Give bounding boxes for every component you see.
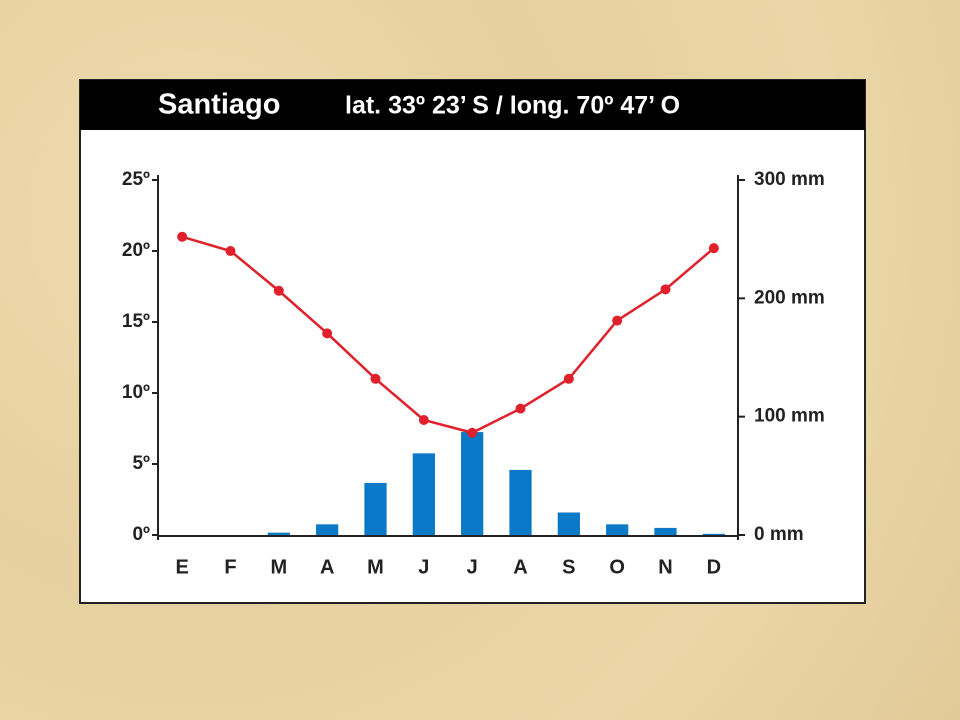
bar — [509, 469, 532, 535]
chart-title: Santiago — [158, 89, 280, 121]
y-tick-label: 15º — [122, 311, 150, 332]
bar — [267, 532, 290, 535]
point — [612, 315, 623, 326]
x-tick-label: O — [609, 556, 625, 578]
x-tick-label: A — [513, 556, 527, 578]
x-tick-label: M — [367, 556, 384, 578]
bar — [412, 453, 435, 535]
point — [418, 414, 429, 425]
bar — [557, 512, 580, 535]
point — [177, 231, 188, 242]
point — [273, 285, 284, 296]
y-tick-label: 5º — [132, 453, 150, 474]
point — [563, 373, 574, 384]
x-tick-label: M — [270, 556, 287, 578]
y-tick-label: 0º — [132, 524, 150, 545]
y2-tick-label: 100 mm — [754, 406, 825, 427]
line — [181, 235, 715, 435]
x-tick-label: J — [418, 556, 429, 578]
x-tick-label: J — [467, 556, 478, 578]
bar — [702, 533, 725, 535]
bar — [364, 482, 387, 535]
y2-tick-label: 300 mm — [754, 169, 825, 190]
point — [322, 328, 333, 339]
bar — [606, 524, 629, 535]
bar — [461, 432, 484, 535]
x-tick-label: E — [175, 556, 188, 578]
bar — [316, 524, 339, 535]
point — [225, 246, 236, 256]
x-tick-label: D — [707, 556, 721, 578]
y-tick-label: 25º — [122, 169, 150, 190]
point — [370, 373, 381, 384]
point — [660, 284, 671, 295]
x-tick-label: S — [562, 556, 575, 578]
point — [515, 403, 526, 414]
chart-subtitle: lat. 33º 23’ S / long. 70º 47’ O — [345, 92, 680, 120]
point — [708, 243, 719, 254]
y2-tick-label: 200 mm — [754, 287, 825, 308]
header-bar — [80, 80, 865, 130]
point — [467, 427, 478, 438]
y2-tick-label: 0 mm — [754, 524, 804, 545]
y-tick-label: 10º — [122, 382, 150, 403]
y-tick-label: 20º — [122, 240, 150, 261]
x-tick-label: A — [320, 556, 334, 578]
x-tick-label: F — [224, 556, 236, 578]
x-tick-label: N — [658, 556, 672, 578]
bar — [654, 527, 677, 535]
